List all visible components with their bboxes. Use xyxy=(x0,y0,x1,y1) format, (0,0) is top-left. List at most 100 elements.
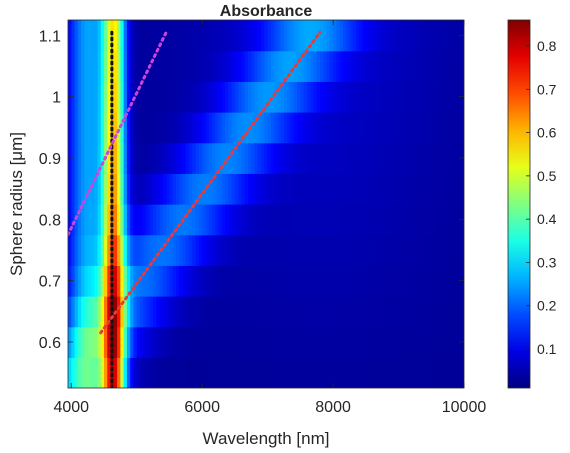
heatmap-cell xyxy=(287,81,292,113)
heatmap-cell xyxy=(120,81,125,113)
heatmap-cell xyxy=(349,265,354,297)
heatmap-cell xyxy=(274,20,279,52)
heatmap-cell xyxy=(254,81,259,113)
heatmap-cell xyxy=(346,357,351,388)
heatmap-cell xyxy=(388,357,393,388)
heatmap-cell xyxy=(77,112,82,144)
heatmap-cell xyxy=(176,50,180,82)
heatmap-cell xyxy=(303,81,308,113)
heatmap-cell xyxy=(238,112,243,144)
heatmap-cell xyxy=(313,357,318,388)
heatmap-cell xyxy=(143,112,148,144)
heatmap-cell xyxy=(208,50,213,82)
heatmap-cell xyxy=(395,81,400,113)
heatmap-cell xyxy=(395,112,400,144)
heatmap-cell xyxy=(323,357,328,388)
heatmap-cell xyxy=(431,81,436,113)
heatmap-cell xyxy=(212,173,216,205)
heatmap-cell xyxy=(261,357,265,388)
heatmap-cell xyxy=(428,50,432,82)
heatmap-cell xyxy=(414,173,419,205)
heatmap-cell xyxy=(408,81,413,113)
heatmap-cell xyxy=(149,81,154,113)
heatmap-cell xyxy=(117,234,121,266)
heatmap-cell xyxy=(133,296,138,328)
heatmap-cell xyxy=(104,357,108,388)
heatmap-cell xyxy=(104,112,108,144)
heatmap-cell xyxy=(447,357,452,388)
heatmap-cell xyxy=(97,50,102,82)
heatmap-cell xyxy=(310,112,315,144)
heatmap-cell xyxy=(254,112,259,144)
heatmap-cell xyxy=(300,50,305,82)
heatmap-cell xyxy=(434,326,439,358)
heatmap-cell xyxy=(189,296,193,328)
heatmap-cell xyxy=(126,50,131,82)
heatmap-cell xyxy=(457,296,462,328)
heatmap-cell xyxy=(392,173,396,205)
heatmap-cell xyxy=(392,20,396,52)
heatmap-cell xyxy=(405,265,409,297)
heatmap-cell xyxy=(346,296,351,328)
heatmap-cell xyxy=(146,173,151,205)
heatmap-cell xyxy=(352,50,357,82)
heatmap-cell xyxy=(94,112,99,144)
heatmap-cell xyxy=(392,81,396,113)
heatmap-cell xyxy=(205,357,210,388)
heatmap-cell xyxy=(323,50,328,82)
heatmap-cell xyxy=(326,173,331,205)
heatmap-cell xyxy=(369,142,373,174)
heatmap-cell xyxy=(365,296,370,328)
heatmap-cell xyxy=(316,265,321,297)
heatmap-cell xyxy=(300,234,305,266)
heatmap-cell xyxy=(310,296,315,328)
heatmap-cell xyxy=(107,50,112,82)
heatmap-cell xyxy=(90,326,95,358)
x-axis-label: Wavelength [nm] xyxy=(203,429,330,448)
heatmap-cell xyxy=(421,173,426,205)
heatmap-cell xyxy=(71,296,76,328)
heatmap-cell xyxy=(270,234,275,266)
heatmap-cell xyxy=(212,20,216,52)
heatmap-cell xyxy=(179,112,184,144)
heatmap-cell xyxy=(270,20,275,52)
heatmap-cell xyxy=(333,296,337,328)
heatmap-cell xyxy=(362,234,367,266)
heatmap-cell xyxy=(411,142,416,174)
heatmap-cell xyxy=(248,81,252,113)
heatmap-cell xyxy=(117,204,121,236)
heatmap-cell xyxy=(359,81,364,113)
heatmap-cell xyxy=(365,20,370,52)
heatmap-cell xyxy=(369,50,373,82)
heatmap-cell xyxy=(418,20,423,52)
heatmap-cell xyxy=(162,234,167,266)
heatmap-cell xyxy=(405,326,409,358)
heatmap-cell xyxy=(264,112,269,144)
heatmap-cell xyxy=(333,204,337,236)
heatmap-cell xyxy=(238,173,243,205)
heatmap-cell xyxy=(418,50,423,82)
heatmap-cell xyxy=(179,50,184,82)
heatmap-cell xyxy=(270,142,275,174)
heatmap-cell xyxy=(143,357,148,388)
heatmap-cell xyxy=(293,81,298,113)
heatmap-cell xyxy=(385,81,390,113)
heatmap-cell xyxy=(166,234,171,266)
heatmap-cell xyxy=(130,81,135,113)
heatmap-cell xyxy=(398,142,403,174)
heatmap-cell xyxy=(310,173,315,205)
heatmap-cell xyxy=(352,326,357,358)
heatmap-cell xyxy=(333,50,337,82)
heatmap-cell xyxy=(306,296,311,328)
heatmap-cell xyxy=(267,296,272,328)
heatmap-cell xyxy=(136,50,141,82)
heatmap-cell xyxy=(126,296,131,328)
heatmap-cell xyxy=(431,20,436,52)
heatmap-cell xyxy=(172,234,177,266)
heatmap-cell xyxy=(231,20,236,52)
heatmap-cell xyxy=(323,20,328,52)
heatmap-cell xyxy=(176,296,180,328)
heatmap-cell xyxy=(130,20,135,52)
heatmap-cell xyxy=(77,81,82,113)
heatmap-cell xyxy=(153,81,157,113)
